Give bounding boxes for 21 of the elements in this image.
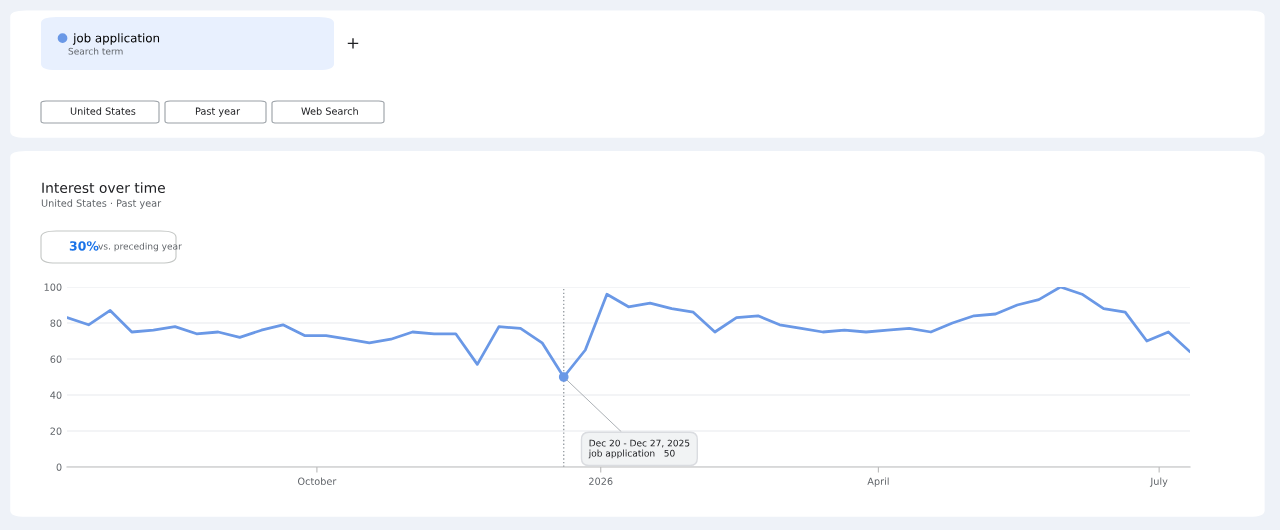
text: Past year xyxy=(195,107,241,117)
annotation: Dec 20 - Dec 27, 2025 job application 50 xyxy=(588,439,690,459)
text: 30% xyxy=(69,241,99,251)
y-tick-label: 60 xyxy=(50,355,62,363)
legend-label: job application xyxy=(72,33,160,45)
x-tick-label: April xyxy=(867,477,889,487)
x-tick-label: 2026 xyxy=(589,477,613,485)
chart-subtitle: United States · Past year xyxy=(41,199,162,209)
y-tick-label: 0 xyxy=(56,463,62,471)
text: Web Search xyxy=(301,107,358,115)
text: vs. preceding year xyxy=(98,242,182,252)
x-tick-label: July xyxy=(1149,477,1168,487)
text: Search term xyxy=(68,47,123,55)
y-tick-label: 80 xyxy=(50,319,62,327)
y-tick-label: 100 xyxy=(44,283,62,291)
y-tick-label: 40 xyxy=(50,391,62,399)
x-tick-label: October xyxy=(297,477,337,485)
text: United States xyxy=(70,107,136,115)
text: + xyxy=(347,38,359,49)
y-tick-label: 20 xyxy=(50,427,62,435)
chart-title: Interest over time xyxy=(42,182,165,194)
